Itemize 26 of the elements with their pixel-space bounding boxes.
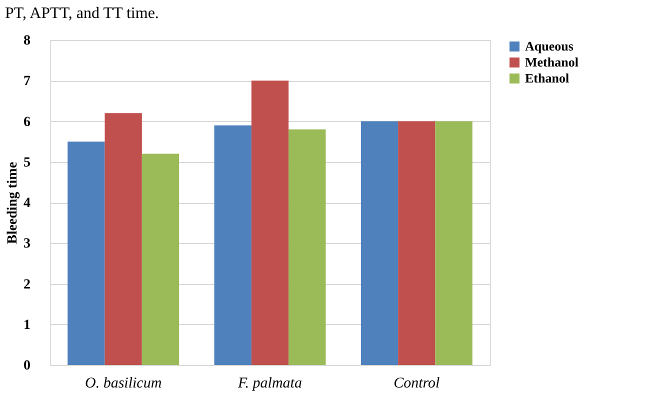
- x-tick-label: Control: [394, 376, 440, 392]
- y-tick-label: 5: [24, 155, 30, 170]
- bar: [398, 121, 436, 365]
- x-tick-label: F. palmata: [237, 376, 302, 392]
- y-tick-label: 4: [24, 196, 30, 211]
- y-tick-label: 2: [24, 277, 30, 292]
- legend-label: Methanol: [525, 54, 579, 70]
- y-tick-label: 3: [24, 236, 30, 252]
- x-tick-label: O. basilicum: [84, 376, 162, 392]
- y-tick-label: 1: [24, 318, 30, 333]
- bar: [435, 121, 472, 365]
- y-tick-label: 0: [24, 358, 30, 374]
- bar: [104, 113, 142, 365]
- bar: [360, 121, 398, 365]
- y-tick-label: 6: [24, 114, 30, 130]
- bar: [214, 125, 252, 365]
- bar: [251, 80, 289, 365]
- text: PT, APTT, and TT time.: [5, 5, 159, 22]
- legend-label: Aqueous: [525, 38, 574, 54]
- y-tick-label: 7: [24, 74, 30, 90]
- legend-label: Ethanol: [525, 70, 570, 86]
- y-axis-title: Bleeding time: [6, 162, 20, 244]
- bar: [142, 154, 180, 365]
- bar: [288, 129, 326, 365]
- bar: [68, 142, 105, 365]
- y-tick-label: 8: [24, 34, 30, 48]
